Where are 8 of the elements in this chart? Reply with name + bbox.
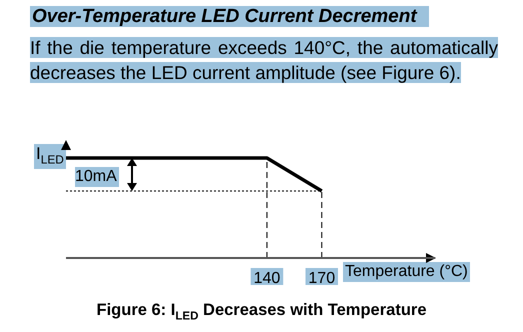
chart-title: Over-Temperature LED Current Decrement xyxy=(32,6,417,27)
x-tick-label: 140 xyxy=(254,270,280,287)
x-axis-title: Temperature (°C) xyxy=(345,263,468,280)
caption: Figure 6: I$_{LED}$ Decreases with Temperature xyxy=(96,301,426,322)
chart-subtitle: If the die temperature exceeds 140°C, the automatically decreases the LED current amplitude (see Figure 6). xyxy=(30,37,498,83)
y-axis-title: I$_{LED}$ xyxy=(36,144,64,166)
annotation: 10mA xyxy=(75,168,117,185)
x-tick-label: 170 xyxy=(308,270,336,287)
